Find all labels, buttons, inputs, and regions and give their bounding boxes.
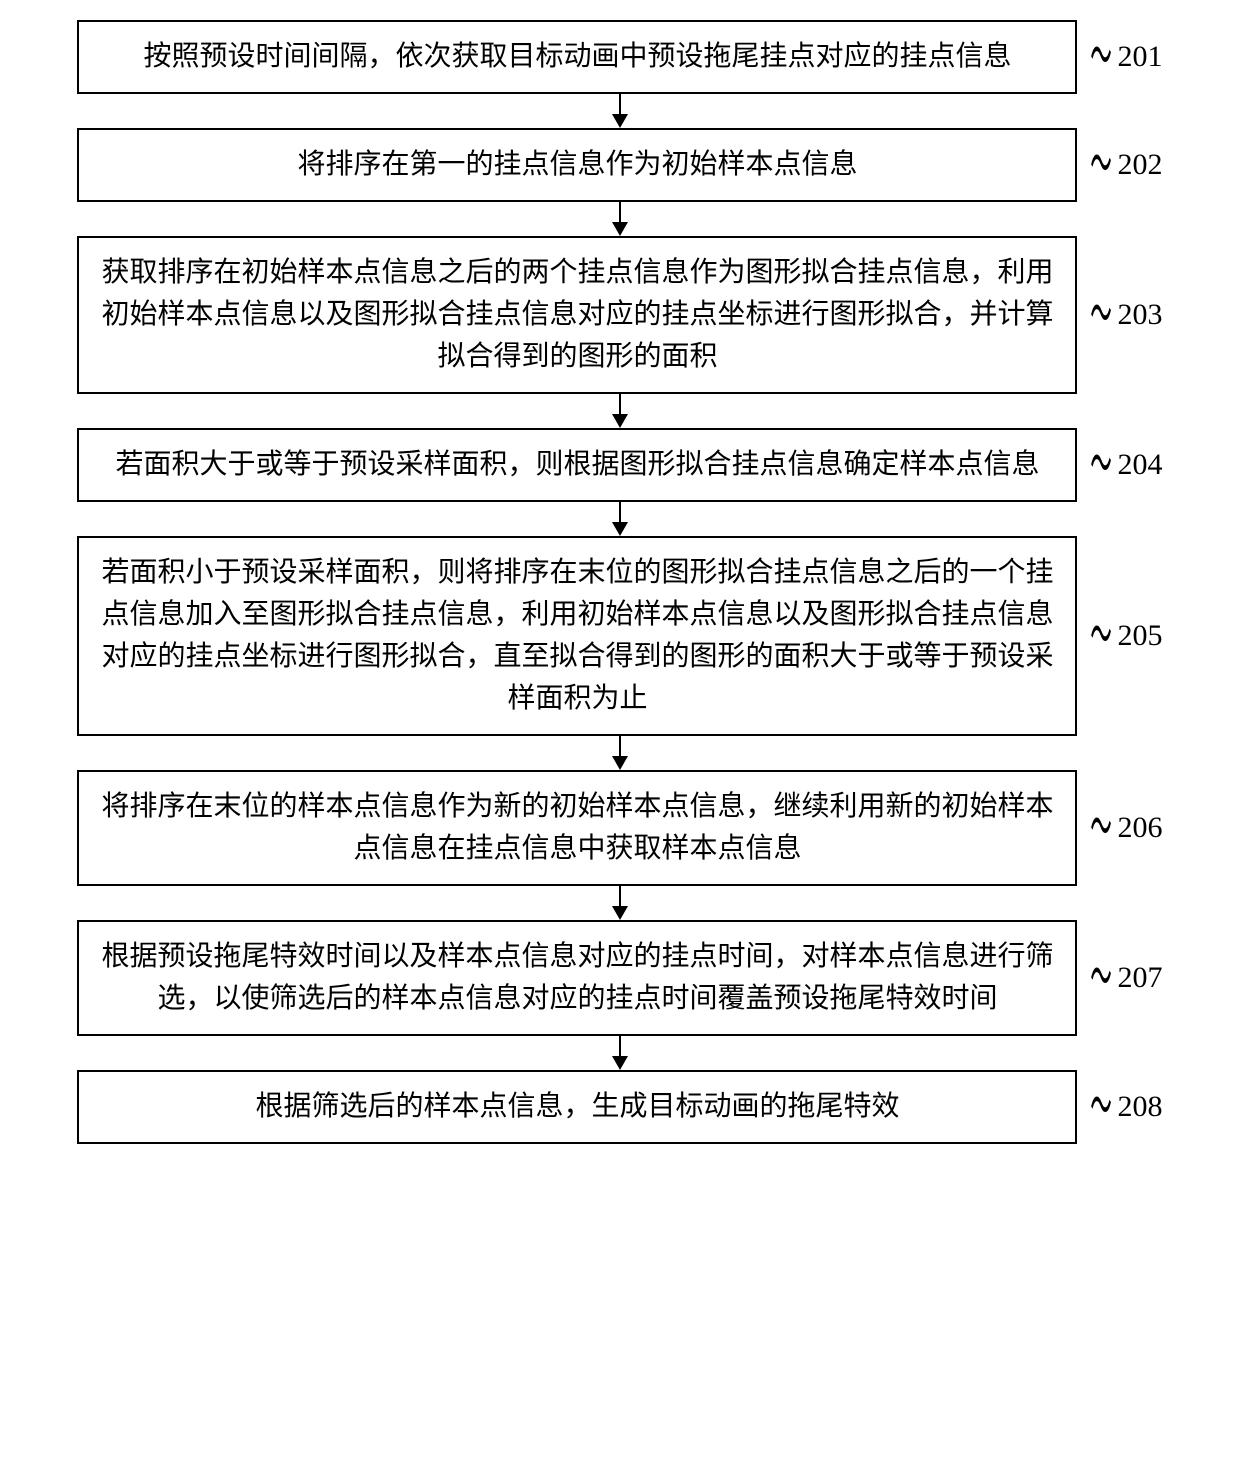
step-text: 根据筛选后的样本点信息，生成目标动画的拖尾特效 — [255, 1086, 899, 1128]
step-box: 将排序在第一的挂点信息作为初始样本点信息 — [77, 128, 1077, 202]
step-number: 206 — [1118, 811, 1163, 845]
step-label-side: 〜 208 — [1083, 1089, 1162, 1125]
step-row: 获取排序在初始样本点信息之后的两个挂点信息作为图形拟合挂点信息，利用初始样本点信… — [77, 236, 1162, 394]
step-row: 若面积大于或等于预设采样面积，则根据图形拟合挂点信息确定样本点信息 〜 204 — [77, 428, 1162, 502]
arrow-icon — [612, 202, 628, 236]
step-box: 将排序在末位的样本点信息作为新的初始样本点信息，继续利用新的初始样本点信息在挂点… — [77, 770, 1077, 886]
step-text: 根据预设拖尾特效时间以及样本点信息对应的挂点时间，对样本点信息进行筛选，以使筛选… — [99, 936, 1055, 1020]
curly-brace-icon: 〜 — [1091, 286, 1113, 344]
step-box: 若面积小于预设采样面积，则将排序在末位的图形拟合挂点信息之后的一个挂点信息加入至… — [77, 536, 1077, 736]
arrow-icon — [612, 736, 628, 770]
arrow-icon — [612, 502, 628, 536]
curly-brace-icon: 〜 — [1091, 607, 1113, 665]
curly-brace-icon: 〜 — [1091, 136, 1113, 194]
curly-brace-icon: 〜 — [1091, 436, 1113, 494]
step-row: 将排序在末位的样本点信息作为新的初始样本点信息，继续利用新的初始样本点信息在挂点… — [77, 770, 1162, 886]
step-text: 获取排序在初始样本点信息之后的两个挂点信息作为图形拟合挂点信息，利用初始样本点信… — [99, 252, 1055, 378]
step-label-side: 〜 205 — [1083, 618, 1162, 654]
flowchart-container: 按照预设时间间隔，依次获取目标动画中预设拖尾挂点对应的挂点信息 〜 201 将排… — [20, 20, 1220, 1144]
step-box: 获取排序在初始样本点信息之后的两个挂点信息作为图形拟合挂点信息，利用初始样本点信… — [77, 236, 1077, 394]
step-text: 若面积大于或等于预设采样面积，则根据图形拟合挂点信息确定样本点信息 — [115, 444, 1039, 486]
arrow-icon — [612, 94, 628, 128]
step-label-side: 〜 202 — [1083, 147, 1162, 183]
step-number: 208 — [1118, 1090, 1163, 1124]
step-box: 若面积大于或等于预设采样面积，则根据图形拟合挂点信息确定样本点信息 — [77, 428, 1077, 502]
step-number: 201 — [1118, 40, 1163, 74]
curly-brace-icon: 〜 — [1091, 949, 1113, 1007]
step-row: 若面积小于预设采样面积，则将排序在末位的图形拟合挂点信息之后的一个挂点信息加入至… — [77, 536, 1162, 736]
step-label-side: 〜 203 — [1083, 297, 1162, 333]
step-box: 根据预设拖尾特效时间以及样本点信息对应的挂点时间，对样本点信息进行筛选，以使筛选… — [77, 920, 1077, 1036]
step-label-side: 〜 207 — [1083, 960, 1162, 996]
step-text: 将排序在第一的挂点信息作为初始样本点信息 — [297, 144, 857, 186]
step-label-side: 〜 201 — [1083, 39, 1162, 75]
step-text: 按照预设时间间隔，依次获取目标动画中预设拖尾挂点对应的挂点信息 — [143, 36, 1011, 78]
step-number: 203 — [1118, 298, 1163, 332]
step-number: 207 — [1118, 961, 1163, 995]
step-row: 根据筛选后的样本点信息，生成目标动画的拖尾特效 〜 208 — [77, 1070, 1162, 1144]
step-text: 将排序在末位的样本点信息作为新的初始样本点信息，继续利用新的初始样本点信息在挂点… — [99, 786, 1055, 870]
step-label-side: 〜 206 — [1083, 810, 1162, 846]
step-label-side: 〜 204 — [1083, 447, 1162, 483]
step-number: 204 — [1118, 448, 1163, 482]
arrow-icon — [612, 886, 628, 920]
step-box: 按照预设时间间隔，依次获取目标动画中预设拖尾挂点对应的挂点信息 — [77, 20, 1077, 94]
arrow-icon — [612, 394, 628, 428]
step-box: 根据筛选后的样本点信息，生成目标动画的拖尾特效 — [77, 1070, 1077, 1144]
curly-brace-icon: 〜 — [1091, 28, 1113, 86]
curly-brace-icon: 〜 — [1091, 799, 1113, 857]
step-row: 将排序在第一的挂点信息作为初始样本点信息 〜 202 — [77, 128, 1162, 202]
step-number: 205 — [1118, 619, 1163, 653]
curly-brace-icon: 〜 — [1091, 1078, 1113, 1136]
step-number: 202 — [1118, 148, 1163, 182]
step-row: 根据预设拖尾特效时间以及样本点信息对应的挂点时间，对样本点信息进行筛选，以使筛选… — [77, 920, 1162, 1036]
arrow-icon — [612, 1036, 628, 1070]
step-row: 按照预设时间间隔，依次获取目标动画中预设拖尾挂点对应的挂点信息 〜 201 — [77, 20, 1162, 94]
step-text: 若面积小于预设采样面积，则将排序在末位的图形拟合挂点信息之后的一个挂点信息加入至… — [99, 552, 1055, 720]
